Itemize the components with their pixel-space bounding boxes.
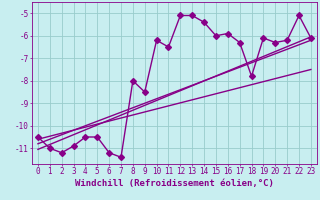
X-axis label: Windchill (Refroidissement éolien,°C): Windchill (Refroidissement éolien,°C) bbox=[75, 179, 274, 188]
